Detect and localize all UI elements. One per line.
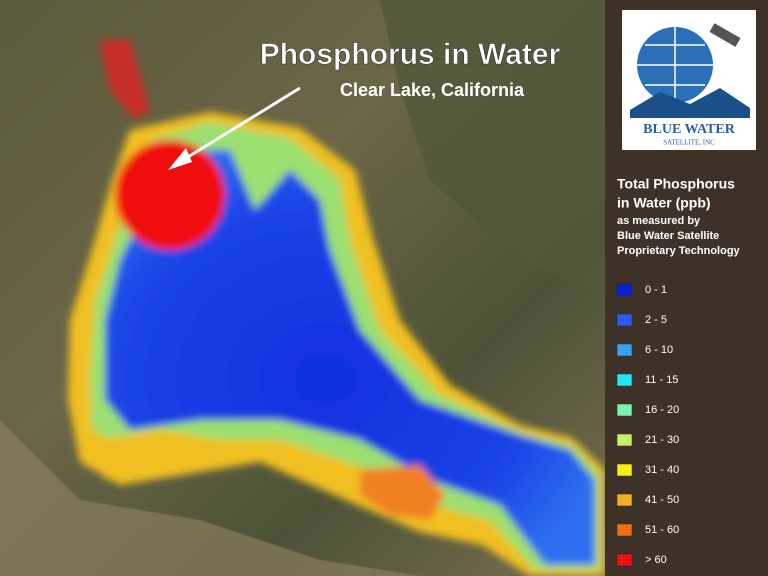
- legend-swatch: [616, 463, 633, 477]
- legend-label: 41 - 50: [645, 494, 679, 506]
- legend-title-line: as measured by: [617, 215, 701, 227]
- map-title: Phosphorus in Water: [260, 38, 561, 71]
- legend-swatch: [616, 313, 633, 327]
- legend-title: Total Phosphorus in Water (ppb) as measure…: [617, 176, 741, 257]
- lake-core: [105, 150, 595, 565]
- logo-satellite: [709, 23, 741, 47]
- logo-grid: [637, 27, 713, 103]
- pointer-arrow-head: [168, 148, 192, 170]
- legend-swatch: [616, 343, 633, 357]
- legend-label: 51 - 60: [645, 524, 679, 536]
- legend-label: 11 - 15: [645, 374, 678, 386]
- legend-label: 31 - 40: [645, 464, 679, 476]
- legend-label: 21 - 30: [645, 434, 679, 446]
- legend-label: 6 - 10: [645, 344, 673, 356]
- legend-label: 16 - 20: [645, 404, 679, 416]
- phosphorus-overlay: [68, 40, 605, 576]
- legend-title-line: in Water (ppb): [617, 195, 711, 211]
- logo-mountains: [630, 88, 750, 118]
- logo-tagline: SATELLITE, INC: [663, 139, 715, 147]
- legend-swatch: [616, 493, 633, 507]
- south-hotspot: [360, 465, 445, 520]
- legend-title-line: Proprietary Technology: [617, 245, 741, 257]
- hills: [380, 0, 605, 300]
- legend-swatch: [616, 553, 633, 567]
- logo-name: BLUE WATER: [643, 122, 736, 137]
- creek-hotspot: [100, 40, 150, 120]
- legend-label: > 60: [645, 554, 667, 566]
- southwest-band: [100, 430, 230, 480]
- map-subtitle: Clear Lake, California: [340, 80, 525, 100]
- legend-swatch: [616, 403, 633, 417]
- legend-swatch: [616, 283, 633, 297]
- legend-items: 0 - 1 2 - 5 6 - 10 11 - 15 16 - 20 21 - 30 31 …: [616, 283, 679, 567]
- legend-swatch: [616, 373, 633, 387]
- legend-label: 0 - 1: [645, 284, 667, 296]
- legend-swatch: [616, 523, 633, 537]
- legend-label: 2 - 5: [645, 314, 667, 326]
- farmland: [0, 420, 420, 576]
- legend-swatch: [616, 433, 633, 447]
- north-hotspot: [115, 140, 225, 250]
- legend-title-line: Total Phosphorus: [617, 176, 735, 192]
- pointer-arrow: [174, 86, 301, 167]
- legend-title-line: Blue Water Satellite: [617, 230, 719, 242]
